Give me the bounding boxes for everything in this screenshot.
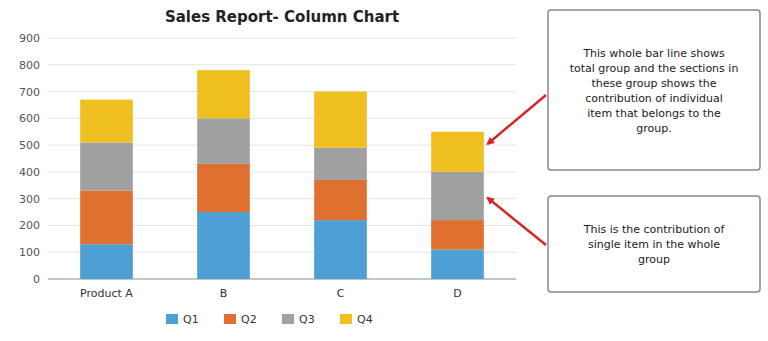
grid	[48, 38, 516, 279]
bar-segment	[314, 180, 367, 220]
chart: Sales Report- Column Chart 0 100 200 300 400 5…	[0, 0, 768, 341]
y-tick-label: 200	[19, 219, 40, 232]
legend-swatch	[340, 314, 352, 324]
annotation-box	[548, 196, 760, 292]
y-tick-label: 900	[19, 32, 40, 45]
bar-segment	[80, 191, 133, 245]
grid-line	[48, 64, 516, 65]
bar-segment	[197, 118, 250, 164]
annotation-arrow	[488, 95, 546, 144]
bar-segment	[197, 212, 250, 279]
legend-label: Q3	[299, 313, 315, 326]
annotation-arrow	[488, 198, 546, 245]
y-tick-label: 700	[19, 86, 40, 99]
annotation-line: these group shows the	[591, 77, 716, 90]
bars	[80, 70, 484, 279]
annotation-line: total group and the sections in	[570, 62, 739, 75]
bar-segment	[80, 244, 133, 279]
bar-segment	[80, 142, 133, 190]
annotation-line: group	[638, 253, 670, 266]
bar-segment	[314, 92, 367, 148]
y-tick-label: 400	[19, 166, 40, 179]
annotation: This whole bar line shows total group and…	[570, 47, 739, 135]
y-tick-label: 500	[19, 139, 40, 152]
x-tick-label: B	[220, 287, 228, 300]
annotation-line: group.	[636, 122, 671, 135]
legend-swatch	[282, 314, 294, 324]
bar-segment	[197, 70, 250, 118]
y-tick-label: 100	[19, 246, 40, 259]
bar-segment	[80, 100, 133, 143]
annotation-box	[548, 10, 760, 170]
y-tick-label: 0	[33, 273, 40, 286]
y-tick-label: 300	[19, 193, 40, 206]
grid-line	[48, 91, 516, 92]
annotation-line: contribution of individual	[585, 92, 723, 105]
legend: Q1 Q2 Q3 Q4	[166, 313, 373, 326]
legend-label: Q2	[241, 313, 257, 326]
x-tick-label: Product A	[80, 287, 133, 300]
annotation-line: This whole bar line shows	[582, 47, 725, 60]
legend-swatch	[166, 314, 178, 324]
bar-segment	[431, 172, 484, 220]
x-tick-label: D	[453, 287, 461, 300]
annotation-line: This is the contribution of	[583, 223, 726, 236]
bar-segment	[431, 132, 484, 172]
bar-segment	[431, 220, 484, 249]
title: Sales Report- Column Chart	[165, 8, 399, 26]
y-tick-label: 600	[19, 112, 40, 125]
annotation: This is the contribution of single item i…	[583, 223, 726, 266]
y-tick-label: 800	[19, 59, 40, 72]
legend-label: Q4	[357, 313, 373, 326]
legend-swatch	[224, 314, 236, 324]
bar-segment	[314, 148, 367, 180]
bar-segment	[197, 164, 250, 212]
legend-label: Q1	[183, 313, 199, 326]
annotation-line: single item in the whole	[588, 238, 720, 251]
x-tick-label: C	[337, 287, 345, 300]
bar-segment	[431, 250, 484, 279]
annotation-line: item that belongs to the	[587, 107, 721, 120]
bar-segment	[314, 220, 367, 279]
grid-line	[48, 38, 516, 39]
